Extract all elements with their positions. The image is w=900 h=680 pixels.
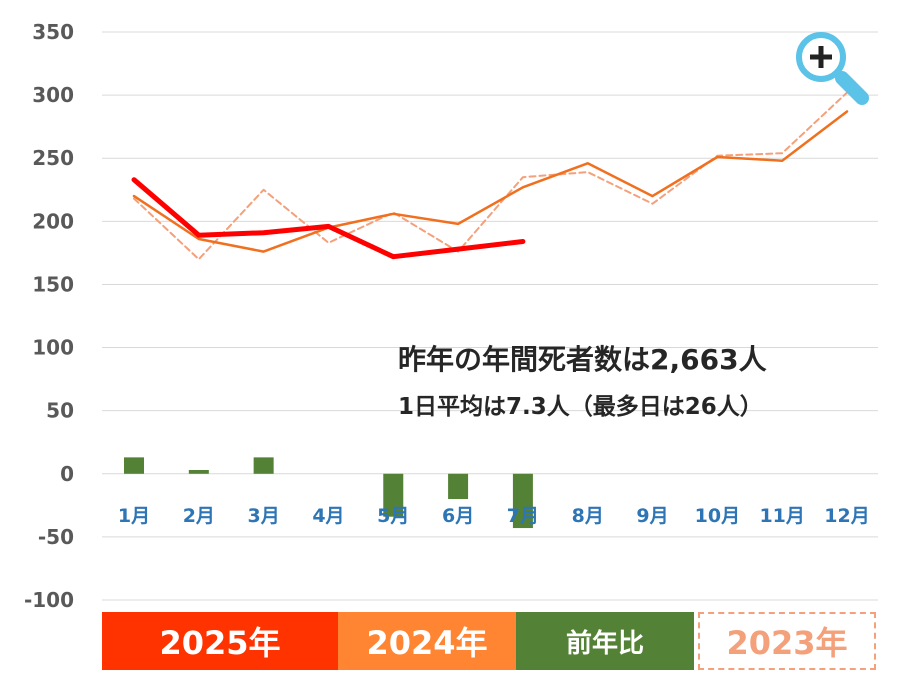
x-tick-label: 10月 <box>695 505 740 527</box>
annotation-daily-average: 1日平均は7.3人（最多日は26人） <box>398 393 763 420</box>
y-tick-label: 50 <box>46 399 74 423</box>
legend-2023: 2023年 <box>698 612 876 670</box>
x-axis-ticks: 1月 2月 3月 4月 5月 6月 7月 8月 9月 10月 11月 12月 <box>118 505 870 527</box>
y-axis-ticks: 350 300 250 200 150 100 50 0 -50 -100 <box>24 20 74 612</box>
x-tick-label: 3月 <box>248 505 280 527</box>
gridlines <box>102 31 878 601</box>
y-tick-label: 250 <box>32 146 74 170</box>
y-tick-label: 150 <box>32 272 74 296</box>
y-tick-label: -50 <box>38 525 74 549</box>
yoy-bars <box>124 457 533 529</box>
legend-2025: 2025年 <box>102 612 338 670</box>
series-line-2025 <box>131 177 526 260</box>
y-tick-label: 100 <box>32 336 74 360</box>
yoy-bar <box>512 473 533 529</box>
x-tick-label: 5月 <box>377 505 409 527</box>
yoy-bar <box>124 457 144 474</box>
x-tick-label: 2月 <box>183 505 215 527</box>
yoy-bar <box>448 473 469 500</box>
yoy-bar <box>253 457 274 474</box>
x-tick-label: 12月 <box>824 505 869 527</box>
legend-2024: 2024年 <box>338 612 516 670</box>
x-tick-label: 9月 <box>636 505 668 527</box>
legend-yoy: 前年比 <box>516 612 694 670</box>
y-tick-label: -100 <box>24 588 74 612</box>
y-tick-label: 200 <box>32 209 74 233</box>
y-tick-label: 0 <box>60 462 74 486</box>
x-tick-label: 4月 <box>312 505 344 527</box>
magnifier-plus-icon[interactable] <box>796 32 869 105</box>
annotation-annual-deaths: 昨年の年間死者数は2,663人 <box>398 343 767 376</box>
x-tick-label: 1月 <box>118 505 150 527</box>
y-tick-label: 300 <box>32 83 74 107</box>
x-tick-label: 8月 <box>572 505 604 527</box>
series-line-2023 <box>133 91 848 261</box>
series-lines <box>131 91 849 261</box>
x-tick-label: 11月 <box>759 505 804 527</box>
yoy-bar <box>188 469 209 474</box>
x-tick-label: 7月 <box>507 505 539 527</box>
yoy-bar <box>383 473 404 517</box>
y-tick-label: 350 <box>32 20 74 44</box>
x-tick-label: 6月 <box>442 505 474 527</box>
series-line-2024 <box>132 110 849 253</box>
